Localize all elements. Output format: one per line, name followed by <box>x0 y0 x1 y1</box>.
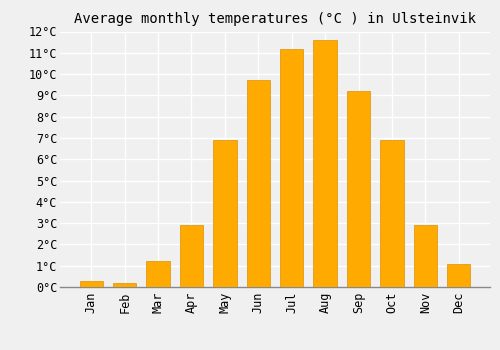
Bar <box>347 91 370 287</box>
Bar <box>180 225 203 287</box>
Bar <box>80 281 103 287</box>
Bar <box>246 80 270 287</box>
Bar <box>113 283 136 287</box>
Bar <box>447 264 470 287</box>
Bar <box>314 40 337 287</box>
Bar <box>380 140 404 287</box>
Bar <box>213 140 236 287</box>
Bar <box>280 49 303 287</box>
Bar <box>146 261 170 287</box>
Bar <box>414 225 437 287</box>
Title: Average monthly temperatures (°C ) in Ulsteinvik: Average monthly temperatures (°C ) in Ul… <box>74 12 476 26</box>
